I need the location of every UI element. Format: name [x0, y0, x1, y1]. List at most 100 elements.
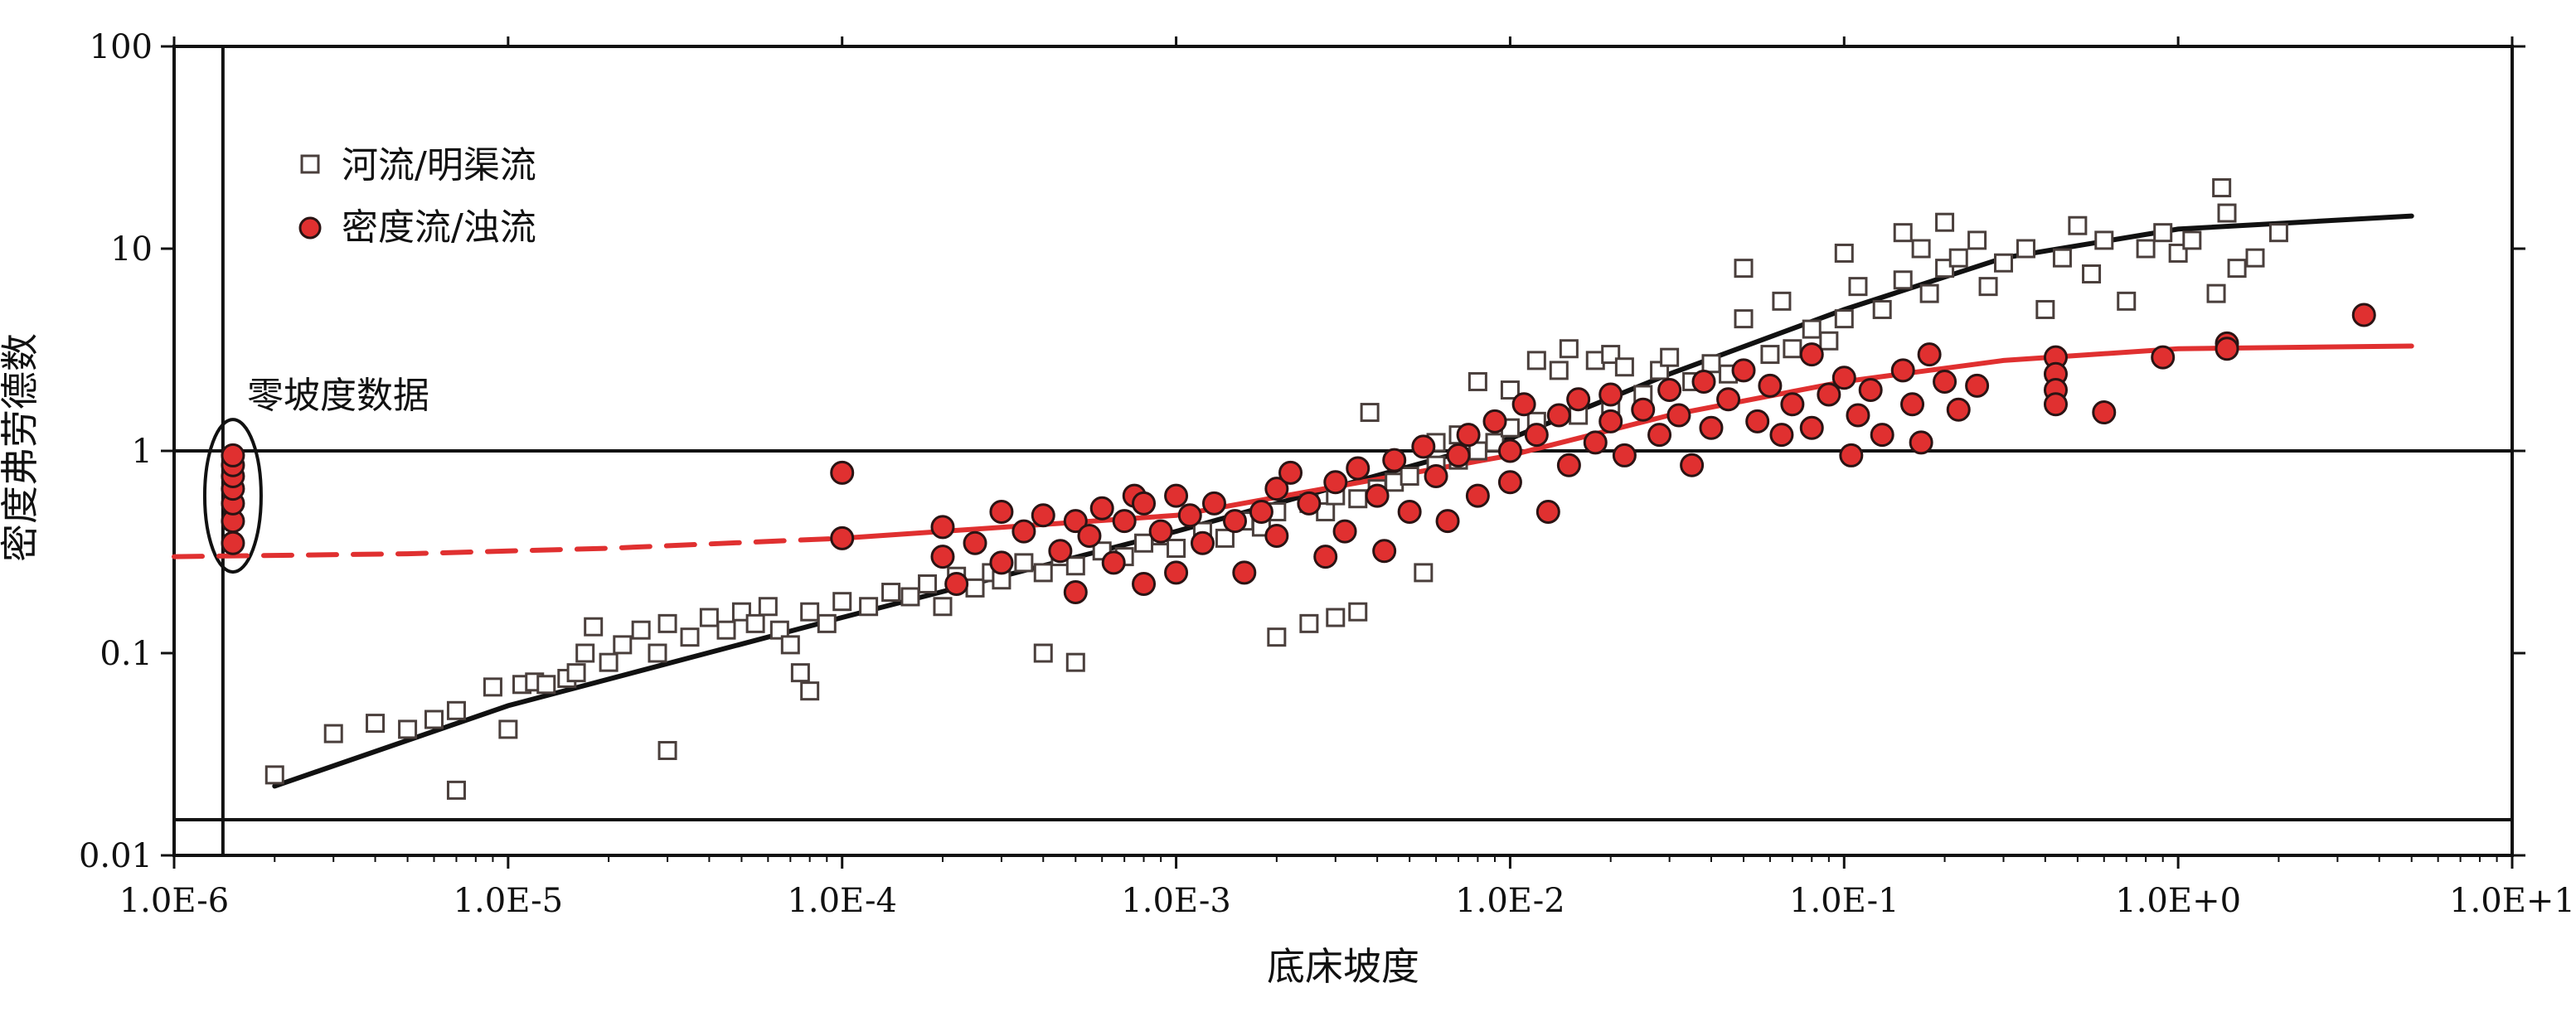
point-river [483, 677, 502, 697]
point-turbidity [1839, 443, 1864, 467]
point-river [881, 583, 901, 603]
point-river [566, 663, 586, 683]
legend-marker-river [300, 154, 320, 174]
x-tick-label: 1.0E-2 [1455, 882, 1565, 920]
point-river [1893, 270, 1913, 290]
point-river [1614, 357, 1634, 377]
point-river [699, 608, 719, 627]
point-river [1978, 277, 1998, 297]
point-river [800, 681, 820, 701]
trend-line-1 [172, 535, 845, 559]
point-turbidity [1799, 342, 1824, 367]
point-turbidity [989, 499, 1014, 524]
point-river [2117, 291, 2137, 311]
point-turbidity [221, 530, 245, 555]
point-river [584, 617, 604, 637]
point-turbidity [1249, 499, 1273, 524]
point-river [1760, 345, 1780, 365]
point-turbidity [1164, 483, 1189, 508]
point-turbidity [1691, 369, 1716, 394]
point-turbidity [1132, 491, 1157, 516]
point-river [1848, 277, 1868, 297]
x-tick-label: 1.0E-6 [119, 882, 230, 920]
point-turbidity [1497, 438, 1522, 463]
point-river [2168, 243, 2188, 263]
point-turbidity [1089, 496, 1114, 521]
point-turbidity [1278, 460, 1303, 485]
point-turbidity [1946, 397, 1971, 422]
point-river [1559, 339, 1579, 359]
point-turbidity [930, 545, 955, 569]
point-river [745, 613, 765, 633]
point-river [1134, 533, 1154, 553]
point-turbidity [1680, 453, 1705, 477]
point-turbidity [1535, 499, 1560, 524]
point-river [2227, 259, 2247, 278]
point-river [2035, 299, 2055, 319]
point-river [1834, 243, 1854, 263]
point-turbidity [1365, 483, 1390, 508]
point-turbidity [1264, 524, 1289, 549]
point-turbidity [1666, 403, 1691, 428]
point-river [1414, 563, 1434, 583]
point-turbidity [1890, 358, 1915, 383]
point-river [2068, 216, 2088, 235]
point-turbidity [1780, 392, 1805, 417]
point-river [1935, 212, 1955, 232]
point-river [648, 643, 667, 663]
point-turbidity [1411, 434, 1436, 459]
point-river [536, 675, 556, 695]
point-river [1660, 347, 1680, 367]
point-river [1783, 339, 1802, 359]
point-turbidity [1909, 430, 1933, 455]
point-river [264, 765, 284, 785]
y-tick-label: 1 [132, 433, 153, 471]
point-turbidity [1612, 443, 1637, 467]
point-river [2212, 178, 2232, 198]
point-river [1065, 556, 1085, 576]
point-river [2094, 230, 2114, 250]
point-turbidity [1965, 373, 1990, 398]
point-river [1701, 354, 1721, 374]
point-river [631, 620, 651, 640]
point-river [1360, 403, 1380, 423]
point-river [1033, 643, 1053, 663]
point-river [817, 613, 837, 633]
point-turbidity [1323, 470, 1348, 495]
point-turbidity [989, 550, 1014, 575]
x-tick-label: 1.0E+0 [2115, 882, 2241, 920]
point-river [1014, 553, 1034, 573]
point-river [1802, 319, 1822, 339]
point-turbidity [1132, 571, 1157, 596]
y-tick-label: 0.1 [99, 635, 153, 673]
y-tick-label: 100 [90, 28, 153, 66]
trend-line-0 [272, 213, 2414, 789]
point-turbidity [1598, 409, 1623, 433]
point-turbidity [1799, 415, 1824, 440]
point-turbidity [1647, 423, 1672, 448]
point-river [965, 578, 985, 598]
point-river [1267, 627, 1287, 647]
point-river [1299, 613, 1319, 633]
point-turbidity [1372, 539, 1397, 564]
point-turbidity [2092, 400, 2117, 425]
point-turbidity [1397, 499, 1422, 524]
point-river [1911, 239, 1931, 259]
point-river [780, 635, 800, 655]
point-turbidity [1657, 378, 1682, 403]
point-turbidity [1148, 519, 1173, 544]
points-layer [221, 154, 2376, 800]
point-turbidity [1011, 519, 1036, 544]
point-turbidity [2215, 337, 2239, 361]
point-river [1400, 466, 1419, 486]
point-river [680, 627, 700, 647]
point-river [1167, 538, 1186, 558]
point-turbidity [1831, 366, 1856, 390]
legend-label-river: 河流/明渠流 [342, 144, 536, 186]
point-river [446, 700, 466, 720]
point-river [2016, 239, 2035, 259]
x-tick-label: 1.0E-5 [454, 882, 564, 920]
point-river [2153, 223, 2173, 243]
point-turbidity [1201, 491, 1226, 516]
